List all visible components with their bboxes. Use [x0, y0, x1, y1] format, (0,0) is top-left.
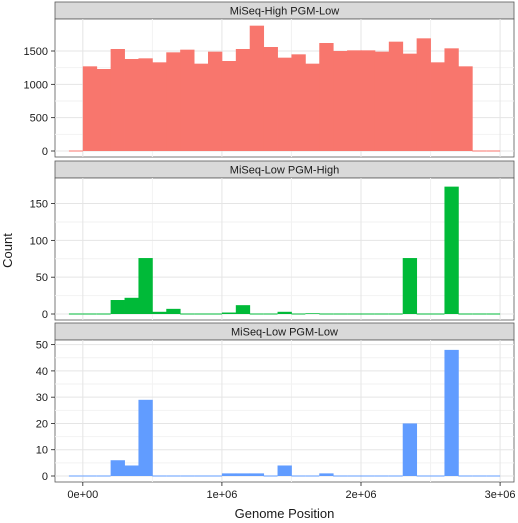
- histogram-bar: [263, 47, 278, 151]
- histogram-bar: [319, 473, 334, 476]
- x-axis-title: Genome Position: [235, 506, 335, 521]
- bar-series: [68, 186, 501, 315]
- histogram-bar: [138, 258, 153, 314]
- histogram-bar: [124, 297, 139, 314]
- histogram-bar: [235, 49, 251, 151]
- histogram-bar: [319, 43, 334, 151]
- histogram-bar: [444, 186, 459, 314]
- facet-panels: MiSeq-High PGM-Low050010001500MiSeq-Low …: [24, 1, 515, 483]
- x-tick-label: 0e+00: [67, 489, 98, 501]
- histogram-bar: [402, 258, 418, 314]
- y-tick-label: 150: [30, 199, 48, 211]
- histogram-bar: [152, 311, 167, 314]
- facet-strip-label: MiSeq-Low PGM-High: [230, 165, 339, 177]
- x-tick-label: 1e+06: [206, 489, 237, 501]
- histogram-bar: [208, 51, 223, 151]
- histogram-bar: [277, 57, 292, 151]
- histogram-bar: [82, 66, 98, 151]
- histogram-bar: [180, 49, 195, 151]
- histogram-bar: [235, 473, 251, 476]
- histogram-bar: [249, 473, 265, 476]
- histogram-bar: [305, 313, 320, 314]
- facet-strip-label: MiSeq-Low PGM-Low: [231, 327, 338, 339]
- y-tick-label: 100: [30, 235, 48, 247]
- histogram-bar: [194, 63, 209, 151]
- y-tick-label: 0: [42, 146, 48, 158]
- histogram-bar: [444, 48, 459, 152]
- facet-panel: MiSeq-High PGM-Low 0 500 1000 1500: [24, 1, 515, 158]
- histogram-bar: [388, 41, 404, 151]
- histogram-bar: [277, 465, 292, 476]
- y-tick-label: 10: [36, 445, 48, 457]
- histogram-bar: [305, 63, 320, 151]
- histogram-bar: [221, 312, 237, 314]
- x-tick-label: 2e+06: [346, 489, 377, 501]
- histogram-bar: [110, 49, 125, 151]
- histogram-bar: [416, 38, 431, 152]
- histogram-bar: [96, 69, 112, 151]
- histogram-bar: [333, 51, 348, 151]
- y-tick-label: 20: [36, 418, 48, 430]
- y-tick-label: 500: [30, 113, 48, 125]
- panel-background: [54, 177, 515, 321]
- histogram-bar: [361, 50, 376, 152]
- x-axis: 0e+00 1e+06 2e+06 3e+06: [67, 482, 516, 501]
- histogram-bar: [124, 465, 139, 476]
- y-tick-label: 50: [36, 272, 48, 284]
- histogram-bar: [138, 399, 153, 476]
- histogram-bar: [152, 62, 167, 152]
- facet-strip-label: MiSeq-High PGM-Low: [230, 6, 339, 18]
- histogram-bar: [291, 54, 306, 152]
- histogram-bar: [430, 62, 445, 152]
- histogram-bar: [444, 349, 459, 476]
- histogram-bar: [347, 50, 362, 152]
- panel-background: [54, 339, 515, 483]
- y-tick-label: 0: [42, 471, 48, 483]
- histogram-bar: [458, 66, 473, 151]
- x-tick-label: 3e+06: [485, 489, 516, 501]
- facet-panel: MiSeq-Low PGM-Low 0 10 20 30 40 50: [36, 322, 515, 483]
- histogram-bar: [277, 311, 292, 314]
- histogram-bar: [221, 473, 237, 476]
- bar-series: [68, 349, 501, 477]
- histogram-bar: [374, 51, 390, 151]
- histogram-bar: [110, 300, 125, 314]
- y-tick-label: 30: [36, 392, 48, 404]
- histogram-bar: [235, 305, 251, 314]
- histogram-bar: [402, 53, 418, 151]
- histogram-bar: [249, 25, 265, 152]
- histogram-bar: [166, 308, 181, 314]
- y-axis-title: Count: [0, 233, 15, 268]
- y-tick-label: 0: [42, 309, 48, 321]
- y-tick-label: 1000: [24, 79, 48, 91]
- bar-series: [68, 25, 501, 152]
- histogram-bar: [124, 59, 139, 151]
- y-tick-label: 1500: [24, 46, 48, 58]
- facet-panel: MiSeq-Low PGM-High 0 50 100 150: [30, 160, 515, 321]
- histogram-bar: [110, 460, 125, 476]
- y-tick-label: 50: [36, 340, 48, 352]
- histogram-bar: [221, 61, 237, 151]
- histogram-bar: [138, 58, 153, 152]
- histogram-bar: [166, 52, 181, 152]
- histogram-bar: [402, 423, 418, 476]
- y-tick-label: 40: [36, 366, 48, 378]
